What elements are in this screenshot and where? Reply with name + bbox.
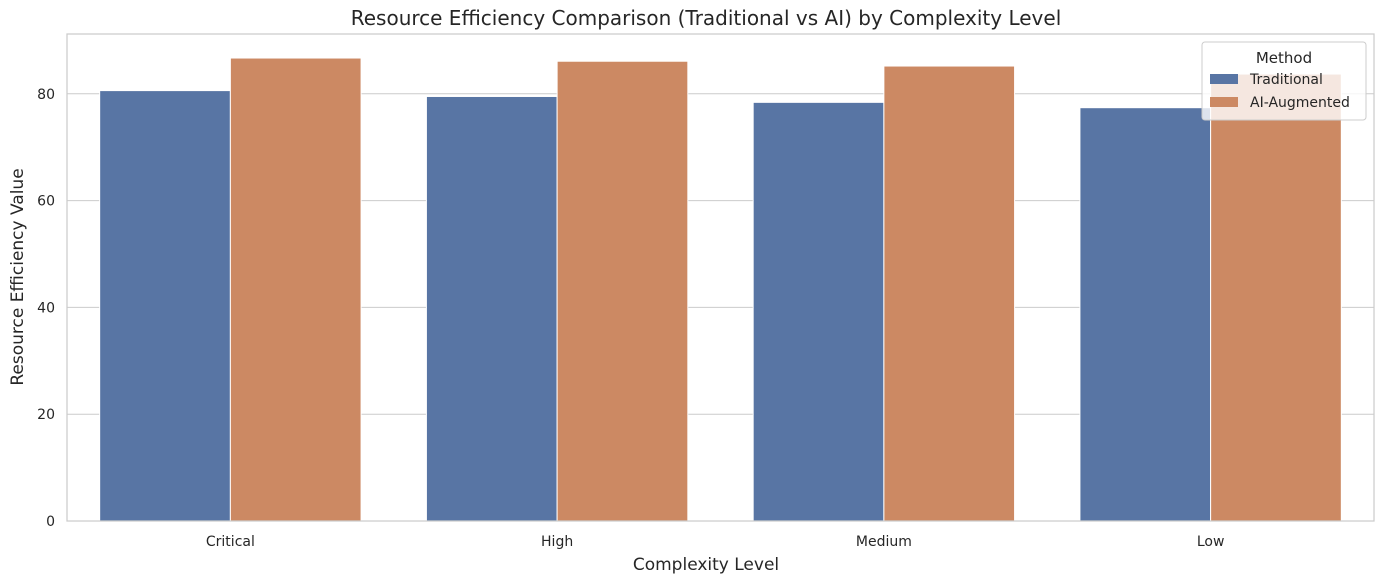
y-tick-label: 0: [46, 514, 55, 530]
legend-swatch-traditional: [1210, 74, 1238, 84]
bar-ai-augmented-low: [1210, 73, 1342, 522]
chart-title: Resource Efficiency Comparison (Traditio…: [351, 6, 1062, 30]
legend-label-ai-augmented: AI-Augmented: [1250, 95, 1350, 111]
bar-traditional-high: [425, 95, 558, 522]
y-tick-label: 20: [37, 407, 55, 423]
plot-frame: [66, 33, 1375, 522]
bar-ai-augmented-medium: [883, 65, 1016, 522]
bar-traditional-critical: [99, 90, 231, 522]
legend-box: [1201, 41, 1367, 121]
x-tick-label-high: High: [541, 534, 573, 550]
x-tick-label-medium: Medium: [856, 534, 912, 550]
legend: Method Traditional AI-Augmented: [1201, 41, 1367, 121]
x-axis-label: Complexity Level: [633, 555, 779, 575]
bar-traditional-low: [1079, 107, 1212, 522]
x-tick-labels: Critical High Medium Low: [206, 534, 1225, 550]
y-tick-label: 60: [37, 194, 55, 210]
bars: [99, 57, 1342, 522]
y-tick-label: 40: [37, 300, 55, 316]
legend-title: Method: [1256, 49, 1312, 67]
y-tick-labels: 0 20 40 60 80: [37, 87, 55, 530]
legend-label-traditional: Traditional: [1249, 72, 1323, 88]
x-tick-label-critical: Critical: [206, 534, 255, 550]
bar-ai-augmented-critical: [229, 57, 362, 522]
y-axis-label: Resource Efficiency Value: [8, 168, 28, 385]
legend-swatch-ai-augmented: [1210, 97, 1238, 107]
bar-ai-augmented-high: [556, 60, 689, 522]
x-tick-label-low: Low: [1197, 534, 1225, 550]
y-tick-label: 80: [37, 87, 55, 103]
bar-traditional-medium: [752, 101, 885, 522]
